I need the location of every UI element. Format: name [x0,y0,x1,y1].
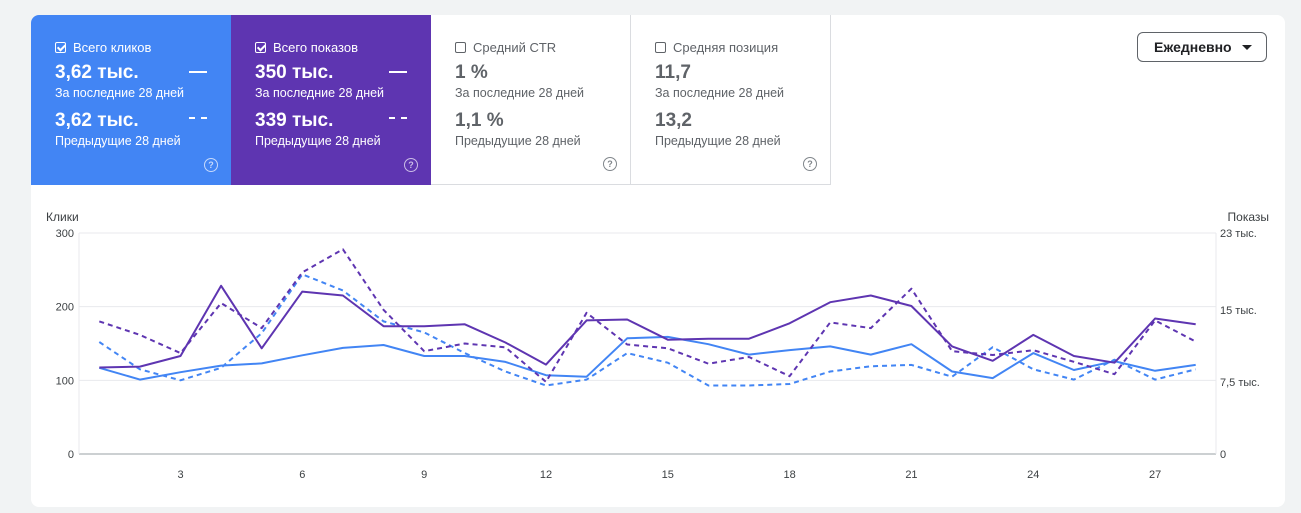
metric-total-impressions[interactable]: Всего показов 350 тыс. За последние 28 д… [231,15,431,185]
series-line-clicks-solid [99,335,1196,381]
y-right-tick-label: 23 тыс. [1220,228,1257,240]
metric-previous-period: Предыдущие 28 дней [655,134,781,148]
metric-total-clicks[interactable]: Всего кликов 3,62 тыс. За последние 28 д… [31,15,231,185]
metric-previous-period: Предыдущие 28 дней [255,134,381,148]
help-icon[interactable]: ? [204,158,218,172]
metric-label: Всего кликов [73,39,152,55]
checkbox-icon[interactable] [655,41,666,53]
metric-previous-value: 339 тыс. [255,110,334,131]
checkbox-icon[interactable] [455,41,466,53]
x-tick-label: 9 [421,469,427,481]
series-lines [98,248,1197,387]
y-right-tick-label: 0 [1220,449,1226,461]
x-tick-label: 6 [299,469,305,481]
checkbox-icon[interactable] [255,41,266,53]
x-tick-label: 24 [1027,469,1039,481]
metric-current-period: За последние 28 дней [55,86,185,100]
help-icon[interactable]: ? [603,157,617,171]
metric-previous-period: Предыдущие 28 дней [455,134,581,148]
x-tick-label: 15 [662,469,674,481]
metric-current-value: 350 тыс. [255,62,334,83]
metric-current-value: 1 % [455,62,488,83]
x-tick-label: 3 [177,469,183,481]
solid-line-legend-icon [389,71,407,73]
x-tick-label: 12 [540,469,552,481]
metric-label: Средняя позиция [673,39,779,55]
series-line-impressions-dashed [98,248,1197,383]
metric-previous-value: 1,1 % [455,110,504,131]
y-right-tick-label: 15 тыс. [1220,305,1257,317]
grid [78,232,1217,455]
x-tick-label: 18 [784,469,796,481]
x-tick-label: 21 [905,469,917,481]
x-tick-label: 27 [1149,469,1161,481]
metric-label: Всего показов [273,39,358,55]
y-axis-left-label: Клики [46,210,79,224]
series-line-clicks-dashed [98,273,1196,387]
caret-down-icon [1242,45,1252,50]
x-axis-ticks: 3 6 9 12 15 18 21 24 27 [177,469,1161,481]
y-left-tick-label: 200 [56,302,74,314]
help-icon[interactable]: ? [803,157,817,171]
metric-average-position[interactable]: Средняя позиция 11,7 За последние 28 дне… [631,15,831,185]
granularity-selected: Ежедневно [1154,39,1232,55]
y-axis-left-ticks: 0 100 200 300 [56,228,74,461]
solid-line-legend-icon [189,71,207,73]
y-left-tick-label: 300 [56,228,74,240]
metric-current-period: За последние 28 дней [655,86,785,100]
checkbox-icon[interactable] [55,41,66,53]
y-axis-right-label: Показы [1228,210,1269,224]
metric-label: Средний CTR [473,39,557,55]
metric-current-value: 3,62 тыс. [55,62,139,83]
granularity-dropdown[interactable]: Ежедневно [1137,32,1267,62]
metric-current-period: За последние 28 дней [255,86,385,100]
performance-chart: Клики Показы 0 100 200 300 0 7,5 тыс. 15 тыс.… [46,210,1269,481]
metric-previous-value: 3,62 тыс. [55,110,139,131]
series-line-impressions-solid [99,284,1196,369]
y-left-tick-label: 100 [56,375,74,387]
dashed-line-legend-icon [389,117,407,119]
y-axis-right-ticks: 0 7,5 тыс. 15 тыс. 23 тыс. [1220,228,1260,461]
metric-current-value: 11,7 [655,62,691,83]
metric-current-period: За последние 28 дней [455,86,585,100]
metric-previous-value: 13,2 [655,110,692,131]
metric-previous-period: Предыдущие 28 дней [55,134,181,148]
help-icon[interactable]: ? [404,158,418,172]
y-left-tick-label: 0 [68,449,74,461]
dashed-line-legend-icon [189,117,207,119]
performance-card: Всего кликов 3,62 тыс. За последние 28 д… [31,15,1285,507]
metric-average-ctr[interactable]: Средний CTR 1 % За последние 28 дней 1,1… [431,15,631,185]
y-right-tick-label: 7,5 тыс. [1220,377,1260,389]
